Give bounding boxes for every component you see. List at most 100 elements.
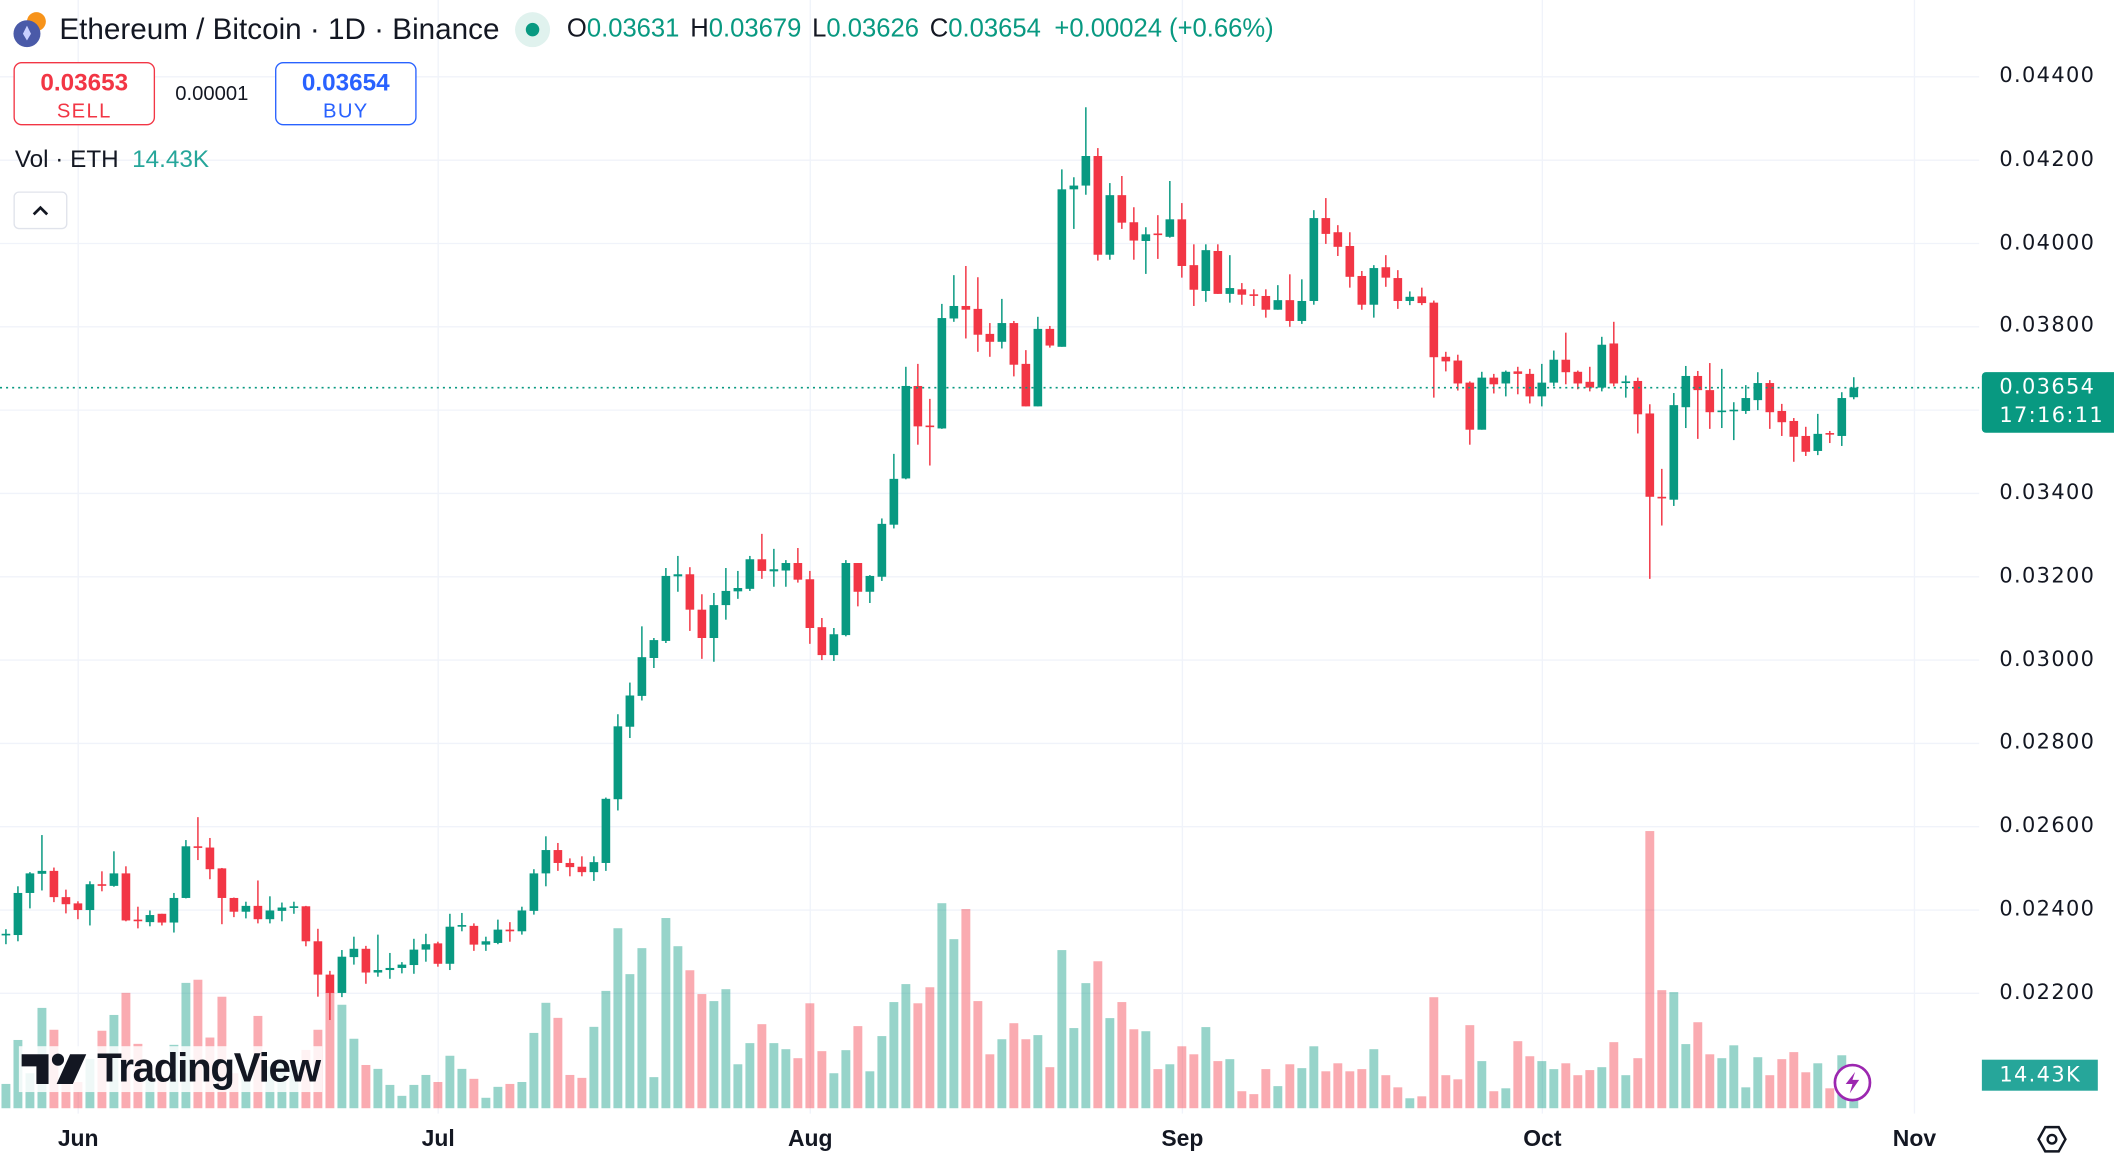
candle[interactable]	[229, 897, 239, 918]
candle[interactable]	[1573, 370, 1583, 390]
candle[interactable]	[1849, 377, 1859, 400]
candle[interactable]	[1633, 377, 1643, 434]
candle[interactable]	[865, 575, 875, 604]
candle[interactable]	[997, 298, 1007, 349]
candle[interactable]	[121, 866, 131, 922]
candle[interactable]	[1117, 175, 1127, 229]
candle[interactable]	[1729, 402, 1739, 441]
candle[interactable]	[769, 548, 779, 587]
candle[interactable]	[877, 518, 887, 581]
candle[interactable]	[1237, 283, 1247, 305]
candle[interactable]	[973, 277, 983, 352]
candle[interactable]	[1777, 403, 1787, 436]
candle[interactable]	[49, 867, 59, 903]
candle[interactable]	[397, 962, 407, 974]
candle[interactable]	[1285, 274, 1295, 327]
candle[interactable]	[805, 570, 815, 644]
candle[interactable]	[1417, 287, 1427, 306]
candle[interactable]	[193, 817, 203, 861]
candle[interactable]	[505, 922, 515, 942]
candle[interactable]	[577, 856, 587, 877]
candle[interactable]	[1045, 325, 1055, 348]
candle[interactable]	[169, 892, 179, 933]
sell-button[interactable]: 0.03653 SELL	[13, 62, 156, 126]
candle[interactable]	[289, 901, 299, 914]
candle[interactable]	[73, 901, 83, 920]
candle[interactable]	[1825, 430, 1835, 444]
candle[interactable]	[1393, 270, 1403, 309]
candle[interactable]	[37, 835, 47, 891]
candle[interactable]	[637, 626, 647, 701]
candle[interactable]	[781, 560, 791, 587]
candle[interactable]	[1441, 351, 1451, 372]
candle[interactable]	[601, 797, 611, 871]
candle[interactable]	[349, 936, 359, 965]
candle[interactable]	[409, 938, 419, 974]
market-open-dot-icon[interactable]	[515, 12, 551, 48]
candle[interactable]	[1705, 363, 1715, 429]
candle[interactable]	[1477, 371, 1487, 430]
candle[interactable]	[361, 945, 371, 984]
candle[interactable]	[841, 560, 851, 637]
candle[interactable]	[61, 889, 71, 914]
candle[interactable]	[1765, 380, 1775, 429]
candle[interactable]	[1129, 207, 1139, 260]
buy-button[interactable]: 0.03654 BUY	[275, 62, 417, 126]
candle[interactable]	[901, 366, 911, 480]
candle[interactable]	[517, 906, 527, 935]
candle[interactable]	[1513, 366, 1523, 395]
candle[interactable]	[1225, 255, 1235, 303]
candle[interactable]	[1693, 370, 1703, 439]
candle[interactable]	[793, 548, 803, 583]
candle[interactable]	[1261, 289, 1271, 318]
candle[interactable]	[133, 906, 143, 929]
candle[interactable]	[1525, 368, 1535, 404]
candle[interactable]	[985, 323, 995, 357]
candle[interactable]	[25, 872, 35, 909]
candle[interactable]	[1105, 183, 1115, 260]
candle[interactable]	[1405, 291, 1415, 306]
candle[interactable]	[673, 555, 683, 592]
candle[interactable]	[1501, 370, 1511, 397]
candle[interactable]	[481, 936, 491, 951]
candle[interactable]	[1273, 285, 1283, 310]
candle[interactable]	[1297, 279, 1307, 324]
candle[interactable]	[589, 856, 599, 881]
candle[interactable]	[697, 594, 707, 659]
candle[interactable]	[829, 628, 839, 661]
candle[interactable]	[625, 682, 635, 738]
candle[interactable]	[1801, 426, 1811, 456]
candle[interactable]	[925, 398, 935, 466]
candle[interactable]	[853, 563, 863, 607]
candle[interactable]	[493, 919, 503, 945]
candle[interactable]	[1453, 354, 1463, 391]
candle[interactable]	[1309, 210, 1319, 305]
candle[interactable]	[1789, 418, 1799, 462]
candle[interactable]	[205, 837, 215, 880]
candle[interactable]	[97, 871, 107, 892]
candle[interactable]	[1009, 320, 1019, 377]
candle[interactable]	[1177, 203, 1187, 278]
candle[interactable]	[265, 896, 275, 924]
candle[interactable]	[649, 638, 659, 668]
symbol-title[interactable]: Ethereum / Bitcoin · 1D · Binance	[59, 12, 500, 46]
candle[interactable]	[613, 714, 623, 811]
candle[interactable]	[1813, 413, 1823, 456]
candle[interactable]	[1057, 169, 1067, 347]
candle[interactable]	[961, 265, 971, 339]
collapse-legend-button[interactable]	[13, 191, 68, 230]
tradingview-logo[interactable]: TradingView	[18, 1046, 323, 1093]
candle[interactable]	[949, 275, 959, 322]
candle[interactable]	[721, 568, 731, 620]
candle[interactable]	[553, 842, 563, 871]
candle[interactable]	[1141, 227, 1151, 274]
candle[interactable]	[157, 913, 167, 926]
candle[interactable]	[1153, 215, 1163, 259]
settings-icon[interactable]	[2036, 1123, 2068, 1155]
candle[interactable]	[1, 929, 11, 945]
candle[interactable]	[1657, 468, 1667, 526]
candle[interactable]	[217, 867, 227, 925]
candle[interactable]	[85, 881, 95, 926]
candle[interactable]	[733, 570, 743, 599]
